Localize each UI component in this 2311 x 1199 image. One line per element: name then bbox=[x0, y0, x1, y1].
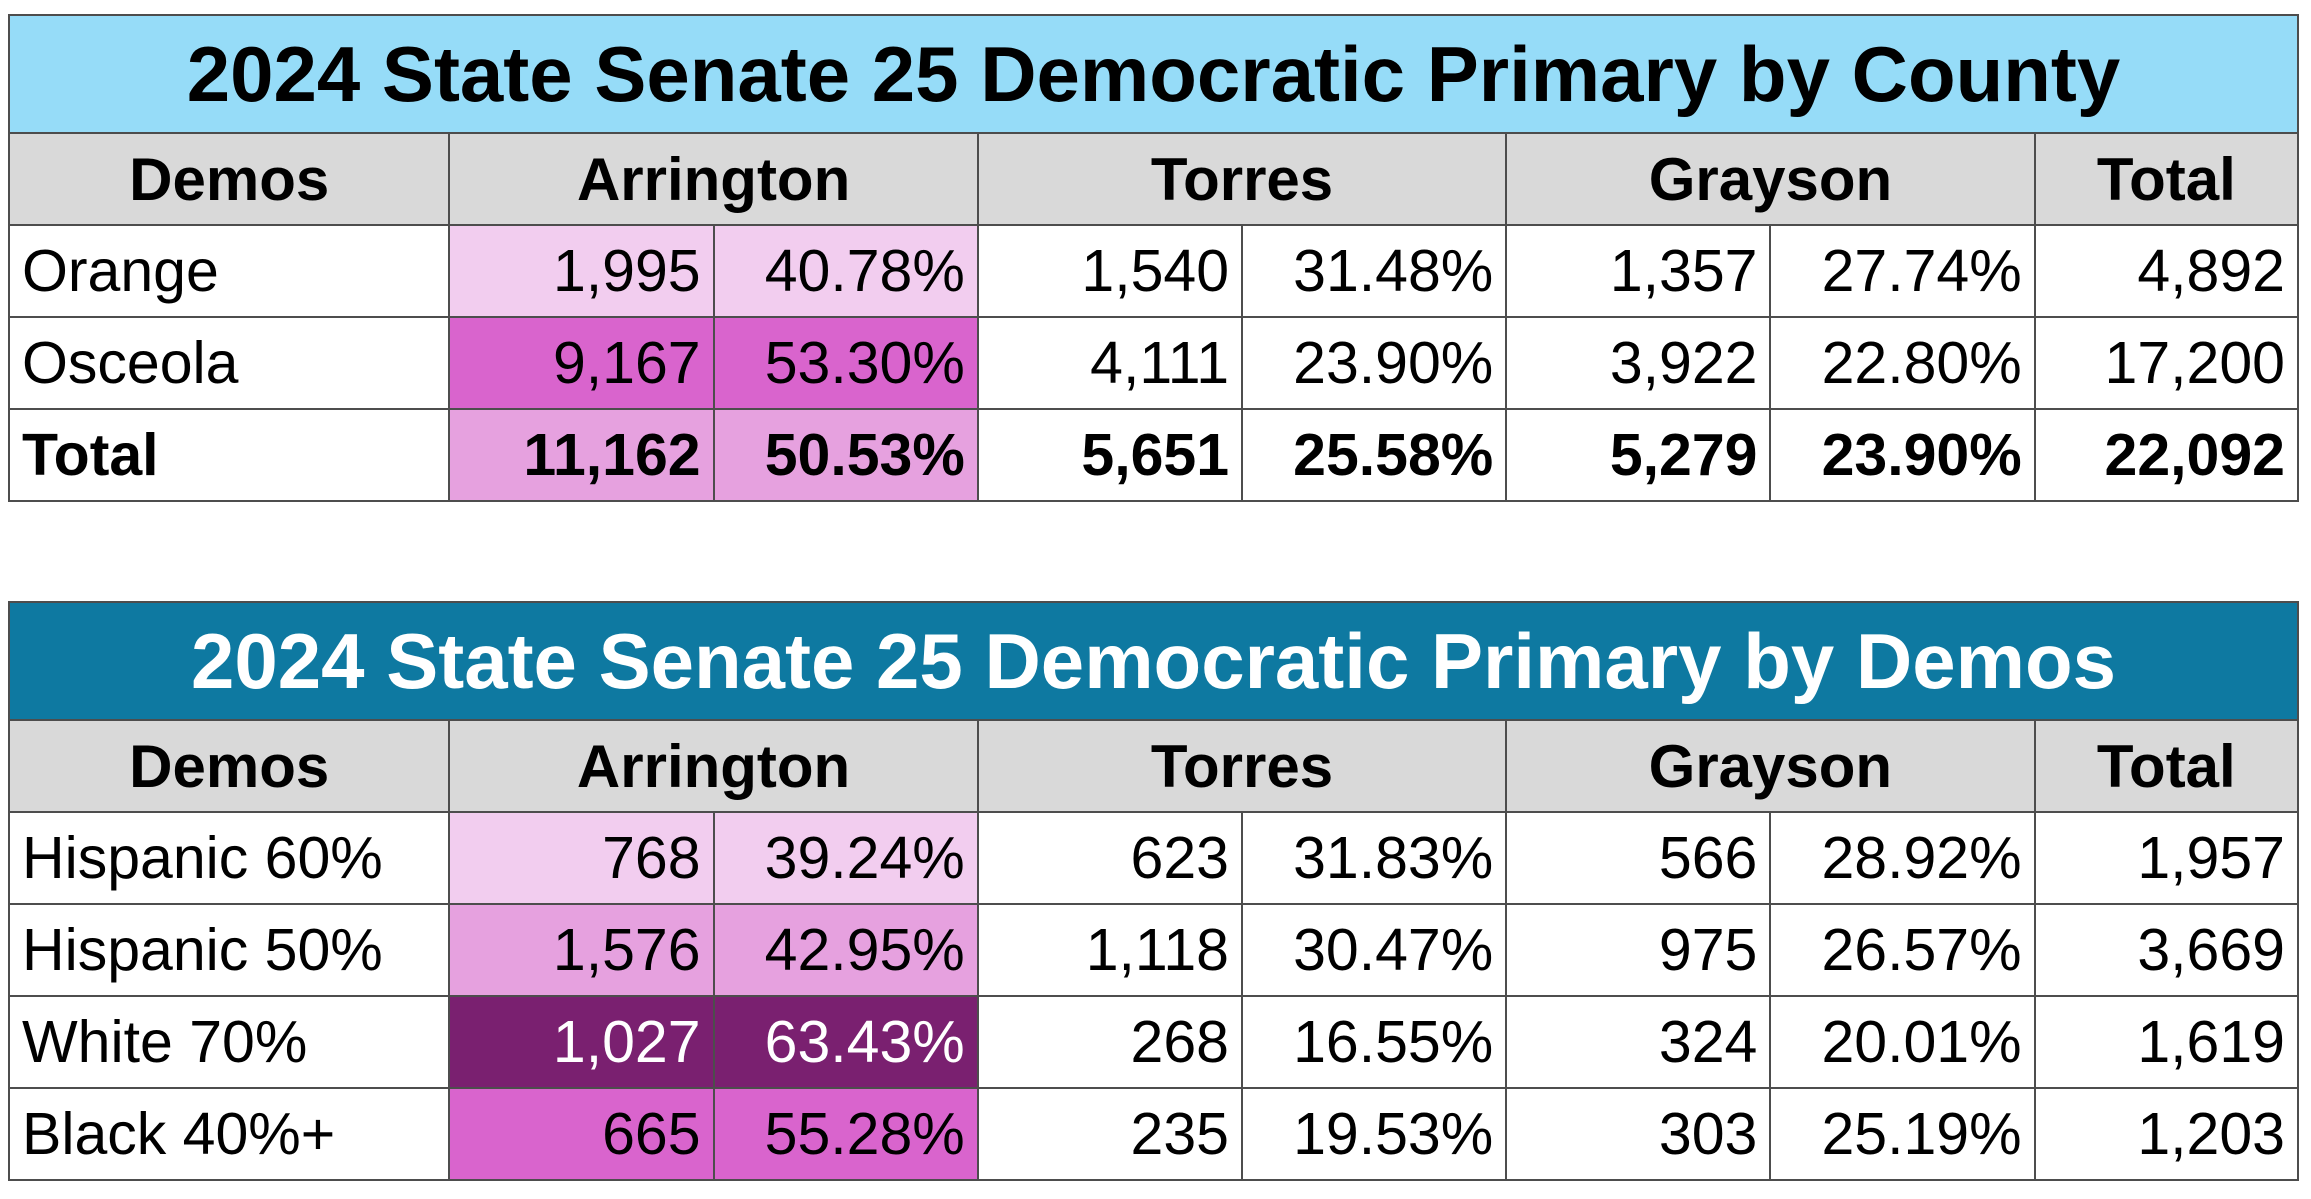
header-arrington: Arrington bbox=[448, 132, 979, 226]
torres-votes: 4,111 bbox=[976, 316, 1244, 410]
grayson-pct: 22.80% bbox=[1769, 316, 2036, 410]
arrington-pct: 53.30% bbox=[712, 316, 979, 410]
total-votes: 3,669 bbox=[2033, 903, 2300, 997]
total-votes: 4,892 bbox=[2033, 224, 2300, 318]
arrington-votes: 768 bbox=[448, 811, 715, 905]
table-row: Total 11,162 50.53% 5,651 25.58% 5,279 23.90% 2… bbox=[7, 408, 2300, 502]
grayson-pct: 23.90% bbox=[1769, 408, 2036, 502]
table-row: Hispanic 50% 1,576 42.95% 1,118 30.47% 975 26.… bbox=[7, 903, 2300, 997]
arrington-votes: 11,162 bbox=[448, 408, 715, 502]
torres-pct: 16.55% bbox=[1240, 995, 1508, 1089]
torres-pct: 19.53% bbox=[1240, 1087, 1508, 1181]
torres-votes: 268 bbox=[976, 995, 1243, 1089]
arrington-votes: 1,995 bbox=[448, 224, 715, 318]
grayson-votes: 324 bbox=[1505, 995, 1772, 1089]
torres-pct: 23.90% bbox=[1241, 316, 1508, 410]
table-row: Orange 1,995 40.78% 1,540 31.48% 1,357 27.74% 4… bbox=[7, 224, 2300, 318]
grayson-pct: 25.19% bbox=[1769, 1087, 2036, 1181]
grayson-pct: 26.57% bbox=[1769, 903, 2036, 997]
arrington-votes: 9,167 bbox=[448, 316, 715, 410]
torres-pct: 30.47% bbox=[1240, 903, 1508, 997]
grayson-pct: 20.01% bbox=[1769, 995, 2036, 1089]
arrington-votes: 1,576 bbox=[448, 903, 715, 997]
total-votes: 1,957 bbox=[2033, 811, 2300, 905]
arrington-pct: 40.78% bbox=[712, 224, 979, 318]
header-demos: Demos bbox=[7, 719, 451, 813]
row-label: Black 40%+ bbox=[7, 1087, 451, 1181]
table-title: 2024 State Senate 25 Democratic Primary … bbox=[8, 601, 2299, 721]
table-row: Hispanic 60% 768 39.24% 623 31.83% 566 28.92% 1… bbox=[7, 811, 2300, 905]
arrington-pct: 42.95% bbox=[712, 903, 979, 997]
row-label: Hispanic 50% bbox=[7, 903, 451, 997]
header-demos: Demos bbox=[7, 132, 451, 226]
header-total: Total bbox=[2033, 719, 2300, 813]
table-title: 2024 State Senate 25 Democratic Primary … bbox=[8, 14, 2299, 134]
header-torres: Torres bbox=[976, 132, 1508, 226]
torres-votes: 235 bbox=[976, 1087, 1243, 1181]
header-grayson: Grayson bbox=[1505, 719, 2036, 813]
header-arrington: Arrington bbox=[448, 719, 979, 813]
grayson-votes: 1,357 bbox=[1505, 224, 1772, 318]
torres-votes: 5,651 bbox=[976, 408, 1244, 502]
torres-votes: 623 bbox=[976, 811, 1243, 905]
arrington-pct: 63.43% bbox=[712, 995, 979, 1089]
grayson-votes: 5,279 bbox=[1505, 408, 1772, 502]
demos-results-table: 2024 State Senate 25 Democratic Primary … bbox=[7, 601, 2300, 1181]
grayson-pct: 28.92% bbox=[1769, 811, 2036, 905]
county-results-table: 2024 State Senate 25 Democratic Primary … bbox=[7, 14, 2300, 502]
grayson-votes: 975 bbox=[1505, 903, 1772, 997]
table-row: Black 40%+ 665 55.28% 235 19.53% 303 25.19% 1,2… bbox=[7, 1087, 2300, 1181]
arrington-pct: 39.24% bbox=[712, 811, 979, 905]
torres-votes: 1,540 bbox=[976, 224, 1244, 318]
grayson-pct: 27.74% bbox=[1769, 224, 2036, 318]
grayson-votes: 303 bbox=[1505, 1087, 1772, 1181]
arrington-pct: 50.53% bbox=[712, 408, 979, 502]
table-row: White 70% 1,027 63.43% 268 16.55% 324 20.01% 1,… bbox=[7, 995, 2300, 1089]
row-label: Hispanic 60% bbox=[7, 811, 451, 905]
arrington-votes: 1,027 bbox=[448, 995, 715, 1089]
total-votes: 17,200 bbox=[2033, 316, 2300, 410]
torres-pct: 31.83% bbox=[1240, 811, 1508, 905]
row-label: Osceola bbox=[7, 316, 451, 410]
torres-votes: 1,118 bbox=[976, 903, 1243, 997]
row-label: Orange bbox=[7, 224, 451, 318]
grayson-votes: 566 bbox=[1505, 811, 1772, 905]
header-grayson: Grayson bbox=[1505, 132, 2036, 226]
header-total: Total bbox=[2033, 132, 2300, 226]
arrington-pct: 55.28% bbox=[712, 1087, 979, 1181]
total-votes: 22,092 bbox=[2033, 408, 2300, 502]
header-torres: Torres bbox=[976, 719, 1508, 813]
total-votes: 1,619 bbox=[2033, 995, 2300, 1089]
row-label: White 70% bbox=[7, 995, 451, 1089]
total-votes: 1,203 bbox=[2033, 1087, 2300, 1181]
grayson-votes: 3,922 bbox=[1505, 316, 1772, 410]
row-label: Total bbox=[7, 408, 451, 502]
arrington-votes: 665 bbox=[448, 1087, 715, 1181]
table-row: Osceola 9,167 53.30% 4,111 23.90% 3,922 22.80%… bbox=[7, 316, 2300, 410]
torres-pct: 25.58% bbox=[1241, 408, 1508, 502]
torres-pct: 31.48% bbox=[1241, 224, 1508, 318]
